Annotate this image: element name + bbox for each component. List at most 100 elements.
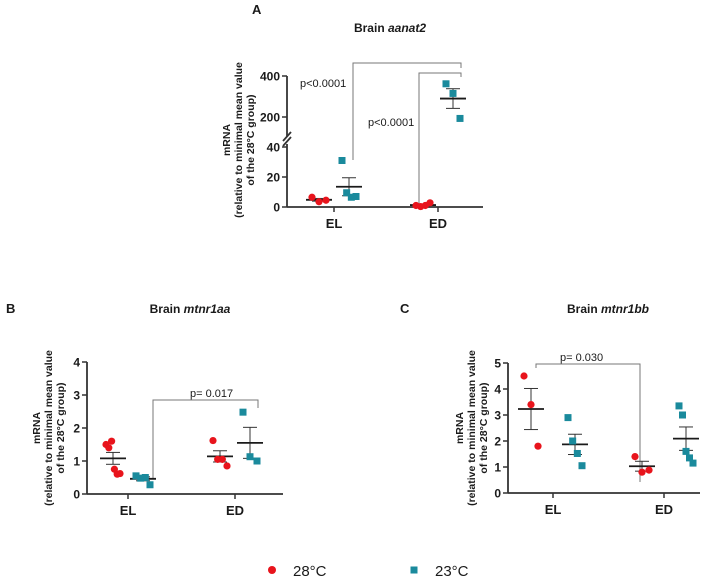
title-prefix: Brain [567,302,601,316]
y-axis-label-line: of the 28°C group) [55,382,67,473]
x-tick-label: EL [545,502,562,517]
data-point-23c [146,481,154,489]
data-point-23c [246,453,254,461]
legend-label: 23°C [435,563,469,580]
x-tick-label: ED [429,216,447,231]
y-tick-label: 2 [494,435,501,449]
data-point-23c [564,414,572,422]
y-axis-label-line: mRNA [31,412,43,445]
data-point-23c [132,472,140,480]
y-axis-label: mRNA(relative to minimal mean valueof th… [31,350,67,506]
data-point-28c [108,437,116,445]
data-point-28c [223,462,231,470]
data-point-23c [675,402,683,410]
panel-b: B Brain mtnr1aa mRNA(relative to minimal m… [6,301,283,518]
y-tick-label: 3 [73,389,80,403]
y-tick-label: 3 [494,409,501,423]
x-tick-label: EL [326,216,343,231]
data-point-28c [209,436,217,445]
p-value-label: p<0.0001 [368,117,414,129]
chart-title: Brain mtnr1aa [150,302,231,316]
x-tick-label: ED [226,503,244,518]
y-tick-label: 200 [260,111,280,125]
y-tick-label: 4 [73,356,80,370]
y-tick-label: 400 [260,70,280,84]
data-point-28c [534,442,542,450]
panel-letter: A [252,2,262,17]
title-gene: mtnr1aa [184,302,231,316]
data-point-28c [631,453,639,461]
legend: 28°C 23°C [268,563,469,580]
data-point-23c [449,89,457,97]
data-point-23c [689,459,697,467]
data-point-23c [569,437,577,445]
p-value-label: p= 0.017 [190,388,233,400]
y-tick-label: 40 [267,141,281,155]
y-axis-label-line: (relative to minimal mean value [233,62,245,218]
y-tick-label: 20 [267,171,281,185]
y-axis-label-line: (relative to minimal mean value [466,350,478,506]
chart-title: Brain mtnr1bb [567,302,649,316]
significance-bracket [535,363,641,482]
p-value-label: p= 0.030 [560,352,603,364]
data-point-28c [520,372,528,380]
y-tick-label: 1 [73,455,80,469]
data-point-23c [343,189,351,197]
p-value-label: p<0.0001 [300,78,346,90]
data-point-28c [315,198,323,206]
data-point-23c [442,80,450,88]
title-gene: aanat2 [388,21,426,35]
axis-break-mark [282,136,292,147]
panel-a: A Brain aanat2 mRNA(relative to minimal me… [221,2,483,231]
x-tick-label: EL [120,503,137,518]
data-point-28c [308,193,316,201]
data-point-23c [347,193,355,201]
title-prefix: Brain [150,302,184,316]
axis-break-mark [282,131,292,142]
data-point-28c [116,469,124,478]
legend-marker-circle [268,566,276,574]
data-point-23c [456,114,464,122]
y-tick-label: 0 [273,201,280,215]
panel-letter: C [400,301,410,316]
data-point-23c [679,411,686,419]
data-point-28c [527,401,535,409]
y-tick-label: 4 [494,383,501,397]
data-point-23c [338,157,346,164]
data-point-28c [322,196,330,204]
significance-bracket [352,62,462,160]
data-point-28c [426,199,434,207]
y-tick-label: 0 [73,488,80,502]
data-point-23c [137,474,145,482]
y-tick-label: 0 [494,487,501,501]
data-point-28c [638,468,646,476]
data-point-23c [239,408,247,416]
x-tick-label: ED [655,502,673,517]
data-point-23c [686,454,693,462]
data-point-23c [141,474,149,481]
y-axis-label-line: mRNA [221,124,233,157]
y-tick-label: 5 [494,357,501,371]
title-gene: mtnr1bb [601,302,649,316]
legend-marker-square [410,566,418,574]
y-axis-label-line: mRNA [454,412,466,445]
data-point-23c [573,449,581,457]
data-point-23c [682,447,690,455]
y-tick-label: 2 [73,422,80,436]
y-axis-label-line: of the 28°C group) [245,94,257,185]
y-axis-label: mRNA(relative to minimal mean valueof th… [221,62,257,218]
chart-title: Brain aanat2 [354,21,426,35]
y-axis-label-line: of the 28°C group) [478,382,490,473]
legend-label: 28°C [293,563,327,580]
y-axis-label: mRNA(relative to minimal mean valueof th… [454,350,490,506]
significance-bracket [418,72,462,205]
y-tick-label: 1 [494,461,501,475]
panel-letter: B [6,301,15,316]
data-point-28c [218,455,226,463]
panel-c: C Brain mtnr1bb mRNA(relative to minimal m… [400,301,700,517]
data-point-28c [105,444,113,452]
data-point-28c [645,466,653,474]
data-point-23c [578,462,586,470]
title-prefix: Brain [354,21,388,35]
